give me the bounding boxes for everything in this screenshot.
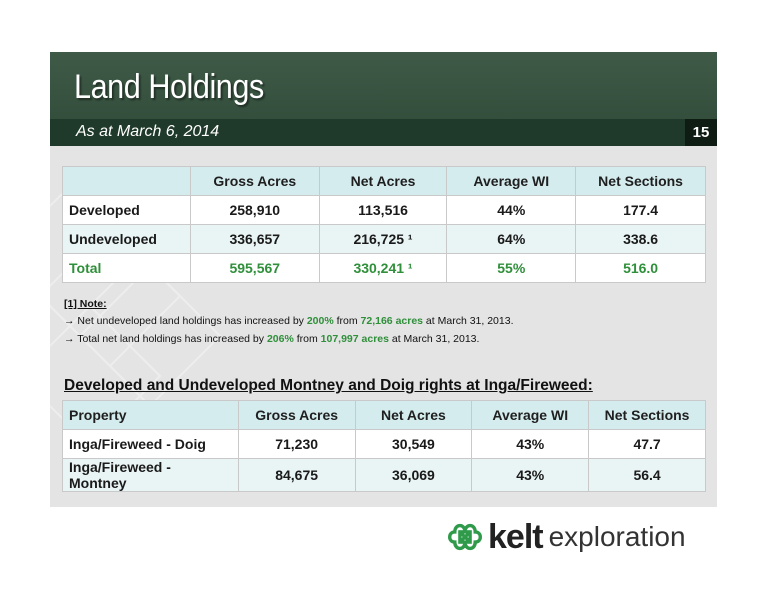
- table-cell: 64%: [446, 224, 577, 254]
- note-line-1-mid: from: [333, 315, 361, 327]
- page-title: Land Holdings: [74, 68, 264, 106]
- note-line-2-acres: 107,997 acres: [320, 333, 389, 345]
- column-header: Gross Acres: [189, 166, 320, 196]
- montney-doig-table: Property Gross Acres Net Acres Average WI Ne…: [62, 400, 706, 492]
- table-header-row: Gross Acres Net Acres Average WI Net Sectio…: [62, 166, 706, 196]
- table-cell: 44%: [446, 195, 577, 225]
- table-cell: 47.7: [588, 429, 706, 459]
- table-header-row: Property Gross Acres Net Acres Average WI Ne…: [62, 400, 706, 430]
- note-line-1-acres: 72,166 acres: [360, 315, 424, 327]
- table-cell: 338.6: [575, 224, 706, 254]
- section-heading: Developed and Undeveloped Montney and Do…: [64, 377, 593, 394]
- page-subtitle: As at March 6, 2014: [76, 123, 220, 140]
- slide: Land Holdings As at March 6, 2014 15 Gro…: [50, 52, 717, 507]
- table-cell: 71,230: [237, 429, 356, 459]
- page-number: 15: [685, 119, 717, 146]
- row-label: Developed: [62, 195, 191, 225]
- table-cell: 84,675: [237, 458, 356, 492]
- column-header: Average WI: [446, 166, 577, 196]
- table-cell: 43%: [471, 458, 590, 492]
- header-banner: Land Holdings As at March 6, 2014 15: [50, 52, 717, 146]
- note-line-1-prefix: → Net undeveloped land holdings has incr…: [64, 315, 307, 327]
- table-row: Inga/Fireweed - Doig 71,230 30,549 43% 47.7: [62, 429, 706, 459]
- column-header: Net Acres: [318, 166, 448, 196]
- note-line-2-suffix: at March 31, 2013.: [388, 333, 480, 345]
- table-cell: 336,657: [189, 224, 320, 254]
- table-row: Undeveloped 336,657 216,725 ¹ 64% 338.6: [62, 224, 706, 254]
- table-row: Total 595,567 330,241 ¹ 55% 516.0: [62, 253, 706, 283]
- table-cell: 56.4: [588, 458, 706, 492]
- table-cell: 216,725 ¹: [318, 224, 448, 254]
- note-line-2-pct: 206%: [266, 333, 294, 345]
- column-header: Gross Acres: [237, 400, 356, 430]
- celtic-knot-icon: [448, 523, 482, 551]
- table-cell: 55%: [446, 253, 577, 283]
- note-line-2-mid: from: [293, 333, 321, 345]
- table-cell: 516.0: [575, 253, 706, 283]
- note-line-1: → Net undeveloped land holdings has incr…: [64, 315, 514, 327]
- column-header: [62, 166, 191, 196]
- column-header: Average WI: [471, 400, 590, 430]
- column-header: Net Sections: [588, 400, 706, 430]
- note-line-2: → Total net land holdings has increased …: [64, 333, 514, 345]
- notes-block: [1] Note: → Net undeveloped land holding…: [64, 298, 514, 351]
- column-header: Net Sections: [575, 166, 706, 196]
- column-header: Property: [62, 400, 239, 430]
- table-cell: 258,910: [189, 195, 320, 225]
- note-line-1-pct: 200%: [306, 315, 334, 327]
- table-cell: 43%: [471, 429, 590, 459]
- note-line-2-prefix: → Total net land holdings has increased …: [64, 333, 267, 345]
- table-cell: 177.4: [575, 195, 706, 225]
- logo-word-kelt: kelt: [488, 517, 544, 556]
- table-cell: 36,069: [354, 458, 473, 492]
- subtitle-bar: As at March 6, 2014: [50, 119, 717, 146]
- land-holdings-table: Gross Acres Net Acres Average WI Net Sectio…: [62, 166, 706, 283]
- table-cell: 113,516: [318, 195, 448, 225]
- table-row: Inga/Fireweed - Montney 84,675 36,069 43% 56…: [62, 458, 706, 492]
- table-cell: 595,567: [189, 253, 320, 283]
- row-label: Total: [62, 253, 191, 283]
- row-label: Undeveloped: [62, 224, 191, 254]
- row-label: Inga/Fireweed - Montney: [62, 458, 239, 492]
- note-title: [1] Note:: [64, 298, 107, 310]
- table-cell: 330,241 ¹: [318, 253, 448, 283]
- row-label: Inga/Fireweed - Doig: [62, 429, 239, 459]
- column-header: Net Acres: [354, 400, 473, 430]
- table-row: Developed 258,910 113,516 44% 177.4: [62, 195, 706, 225]
- table-cell: 30,549: [354, 429, 473, 459]
- logo-word-exploration: exploration: [548, 521, 686, 552]
- note-line-1-suffix: at March 31, 2013.: [423, 315, 514, 327]
- company-logo: kelt exploration: [448, 517, 698, 557]
